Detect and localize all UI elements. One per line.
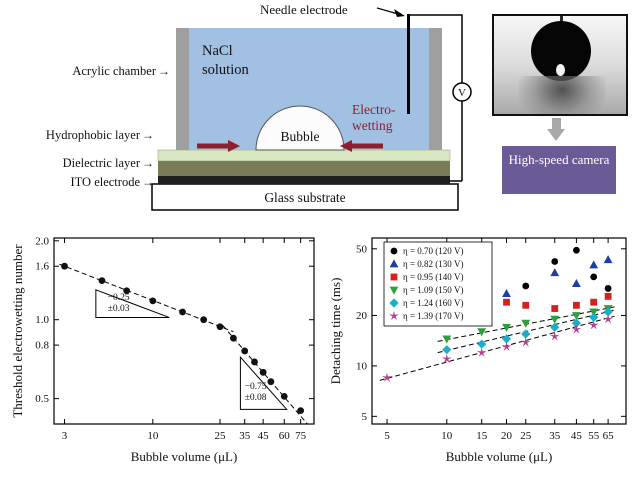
svg-text:−0.25: −0.25 xyxy=(108,293,130,303)
needle-pointer-arrowhead xyxy=(394,9,405,17)
svg-text:35: 35 xyxy=(549,430,561,442)
needle-electrode-shape xyxy=(407,14,410,114)
bubble-label: Bubble xyxy=(281,129,320,144)
svg-text:3: 3 xyxy=(62,430,68,442)
photo-highlight xyxy=(556,64,565,76)
ito-layer-band xyxy=(158,176,450,184)
svg-text:75: 75 xyxy=(295,430,307,442)
svg-text:−0.75: −0.75 xyxy=(245,382,267,392)
voltmeter-label: V xyxy=(458,87,466,99)
schematic-drawing: Bubble V Glass substrate xyxy=(151,7,472,211)
svg-text:Threshold electrowetting numbe: Threshold electrowetting number xyxy=(10,244,25,418)
chamber-left-wall xyxy=(176,28,189,150)
arrow-right-icon: → xyxy=(142,156,154,170)
svg-text:25: 25 xyxy=(520,430,532,442)
svg-text:10: 10 xyxy=(147,430,159,442)
arrow-down-icon xyxy=(547,129,565,141)
svg-text:60: 60 xyxy=(279,430,291,442)
svg-text:0.5: 0.5 xyxy=(35,393,49,405)
svg-text:50: 50 xyxy=(356,243,368,255)
svg-text:η = 1.24 (160 V): η = 1.24 (160 V) xyxy=(403,298,464,308)
detaching-time-plot: 5 10 15 20 25 35 45 55 65 5 10 20 50 η = 0.70 (120 V)… xyxy=(328,237,627,464)
camera-arrow-stem xyxy=(552,118,561,129)
high-speed-camera-label: High-speed camera xyxy=(502,146,616,194)
voltmeter-icon xyxy=(452,82,472,102)
svg-text:5: 5 xyxy=(384,430,390,442)
svg-text:η = 0.70 (120 V): η = 0.70 (120 V) xyxy=(403,246,464,256)
photo-needle-icon xyxy=(560,16,563,24)
ito-electrode-text: ITO electrode xyxy=(70,175,140,189)
dielectric-layer-text: Dielectric layer xyxy=(62,156,140,170)
acrylic-chamber-text: Acrylic chamber xyxy=(72,64,156,78)
hydrophobic-layer-band xyxy=(157,149,451,162)
svg-text:65: 65 xyxy=(603,430,615,442)
svg-text:η = 1.09 (150 V): η = 1.09 (150 V) xyxy=(403,285,464,295)
svg-text:1.0: 1.0 xyxy=(35,314,49,326)
svg-text:15: 15 xyxy=(476,430,488,442)
dielectric-layer-label: Dielectric layer → xyxy=(0,156,154,171)
svg-text:35: 35 xyxy=(239,430,251,442)
photo-reflection xyxy=(518,76,606,114)
svg-text:Detaching time (ms): Detaching time (ms) xyxy=(328,278,343,385)
arrow-right-icon: → xyxy=(158,64,170,78)
svg-text:5: 5 xyxy=(362,411,368,423)
hydrophobic-layer-text: Hydrophobic layer xyxy=(45,128,140,142)
svg-text:55: 55 xyxy=(588,430,600,442)
svg-text:45: 45 xyxy=(571,430,583,442)
svg-text:±0.03: ±0.03 xyxy=(108,304,130,314)
arrow-right-icon: → xyxy=(142,128,154,142)
threshold-electrowetting-plot: 3 10 25 35 45 60 75 2.0 1.6 1.0 0.8 0.5 −0.25±0.03 −0… xyxy=(10,235,315,464)
svg-text:1.6: 1.6 xyxy=(35,261,49,273)
needle-electrode-label: Needle electrode xyxy=(260,2,348,17)
high-speed-camera-photo xyxy=(492,14,628,116)
electrowetting-label: Electro-wetting xyxy=(352,102,396,134)
svg-text:20: 20 xyxy=(356,310,368,322)
svg-text:0.8: 0.8 xyxy=(35,340,49,352)
needle-pointer-line xyxy=(376,7,399,15)
glass-substrate xyxy=(151,183,459,211)
arrow-right-icon: → xyxy=(142,175,154,189)
svg-text:2.0: 2.0 xyxy=(35,235,49,247)
glass-substrate-label: Glass substrate xyxy=(264,190,345,205)
svg-text:10: 10 xyxy=(441,430,453,442)
svg-text:Bubble volume (μL): Bubble volume (μL) xyxy=(131,449,238,464)
ito-electrode-label: ITO electrode → xyxy=(0,175,154,190)
acrylic-chamber-label: Acrylic chamber → xyxy=(0,64,170,79)
electrowetting-arrowhead-left xyxy=(228,140,240,152)
chamber-right-wall xyxy=(429,28,442,150)
dielectric-layer-band xyxy=(158,161,450,176)
svg-text:10: 10 xyxy=(356,360,368,372)
nacl-solution-label: NaCl solution xyxy=(202,43,249,78)
bubble-shape xyxy=(255,105,345,151)
svg-text:η = 0.95 (140 V): η = 0.95 (140 V) xyxy=(403,272,464,282)
circuit-wire-top xyxy=(408,14,463,83)
electrowetting-arrowhead-right xyxy=(340,140,352,152)
svg-text:25: 25 xyxy=(215,430,227,442)
svg-text:45: 45 xyxy=(258,430,270,442)
svg-text:η = 0.82 (130 V): η = 0.82 (130 V) xyxy=(403,259,464,269)
svg-text:20: 20 xyxy=(501,430,513,442)
svg-text:Bubble volume (μL): Bubble volume (μL) xyxy=(446,449,553,464)
svg-text:±0.08: ±0.08 xyxy=(245,393,267,403)
schematic-panel: Bubble V Glass substrate Needle electrod… xyxy=(0,0,640,228)
svg-text:η = 1.39 (170 V): η = 1.39 (170 V) xyxy=(403,311,464,321)
hydrophobic-layer-label: Hydrophobic layer → xyxy=(0,128,154,143)
